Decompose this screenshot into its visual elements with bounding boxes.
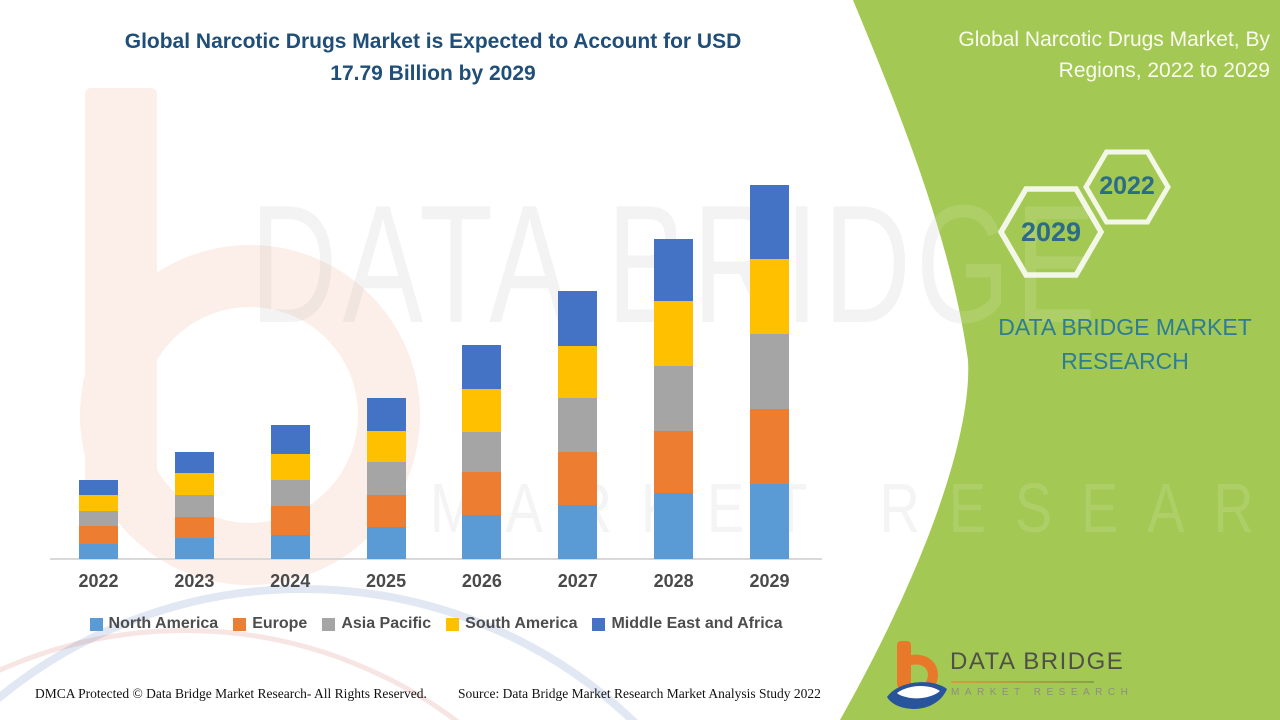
x-axis-label: 2027 <box>557 571 598 591</box>
chart-title: Global Narcotic Drugs Market is Expected… <box>30 26 836 90</box>
bar-segment <box>558 397 598 453</box>
x-axis-label: 2025 <box>366 571 407 591</box>
x-axis-label: 2024 <box>270 571 311 591</box>
hexagon-2022-outline <box>1083 149 1171 225</box>
bar-segment <box>654 300 694 366</box>
legend-item: South America <box>446 615 577 633</box>
bar-segment <box>462 432 502 473</box>
bar-segment <box>749 184 789 260</box>
legend-label: South America <box>465 615 578 632</box>
bar-segment <box>654 239 694 301</box>
legend-swatch <box>233 617 247 631</box>
bar-segment <box>749 259 789 334</box>
bar-segment <box>79 525 118 545</box>
panel-brand-line2: RESEARCH <box>1061 348 1189 374</box>
bar-segment <box>749 409 789 485</box>
logo-swoosh-cutout <box>897 685 940 699</box>
x-axis-label: 2026 <box>461 571 502 591</box>
bar-segment <box>79 510 118 526</box>
logo-subtext: MARKET RESEARCH <box>951 687 1134 698</box>
bar-segment <box>366 430 406 463</box>
bar-segment <box>174 538 214 559</box>
legend-item: Asia Pacific <box>322 615 431 633</box>
legend-item: Europe <box>233 615 307 633</box>
hexagon-year-2022: 2022 <box>1099 172 1155 200</box>
bar-segment <box>558 452 598 505</box>
legend-item: Middle East and Africa <box>592 615 782 633</box>
bar-segment <box>558 291 598 346</box>
bar-segment <box>462 345 502 390</box>
bar-segment <box>749 484 789 559</box>
bar-segment <box>749 333 789 410</box>
bar-segment <box>174 452 214 474</box>
bar-segment <box>366 527 406 559</box>
hexagon-year-2029: 2029 <box>1020 217 1082 247</box>
legend-label: Asia Pacific <box>341 615 432 632</box>
legend-swatch <box>592 617 606 631</box>
bar-segment <box>270 505 310 535</box>
bar-segment <box>270 479 310 506</box>
logo-wordmark: DATA BRIDGE <box>950 648 1125 675</box>
legend-swatch <box>89 617 103 631</box>
bar-segment <box>366 494 406 528</box>
panel-brand-line1: DATA BRIDGE MARKET <box>998 314 1252 340</box>
bar-segment <box>462 389 502 433</box>
footer-source-text: Source: Data Bridge Market Research Mark… <box>458 686 821 701</box>
bar-segment <box>558 345 598 398</box>
footer-dmca-text: DMCA Protected © Data Bridge Market Rese… <box>35 686 427 701</box>
x-axis-line <box>50 558 822 560</box>
chart-legend: North America Europe Asia Pacific South Ame… <box>45 615 827 633</box>
bar-segment <box>654 431 694 493</box>
logo-b-stem <box>897 641 911 688</box>
bar-segment <box>79 494 118 511</box>
bar-segment <box>558 504 598 559</box>
bar-segment <box>79 479 118 495</box>
bar-segment <box>270 425 310 454</box>
legend-label: Middle East and Africa <box>611 615 783 632</box>
databridge-logo-icon <box>887 641 947 709</box>
logo-b-bowl <box>906 654 938 690</box>
bar-segment <box>270 453 310 480</box>
panel-title-line1: Global Narcotic Drugs Market, By <box>958 28 1270 51</box>
legend-label: North America <box>108 615 219 632</box>
panel-title-line2: Regions, 2022 to 2029 <box>1058 59 1270 82</box>
bar-segment <box>270 535 310 559</box>
bar-segment <box>654 492 694 559</box>
bar-segment <box>654 365 694 432</box>
bar-segment <box>174 516 214 539</box>
legend-swatch <box>322 617 336 631</box>
bar-segment <box>174 495 214 517</box>
x-axis-label: 2029 <box>749 571 790 591</box>
x-axis-label: 2028 <box>653 571 694 591</box>
x-axis-label: 2022 <box>78 571 119 591</box>
panel-title: Global Narcotic Drugs Market, By Regions… <box>890 24 1270 86</box>
bar-segment <box>462 515 502 559</box>
x-axis-label: 2023 <box>174 571 215 591</box>
legend-item: North America <box>89 615 219 633</box>
bar-segment <box>366 398 406 431</box>
chart-title-line2: 17.79 Billion by 2029 <box>330 62 536 85</box>
logo-underline <box>951 681 1094 683</box>
bar-segment <box>366 462 406 495</box>
bar-segment <box>79 544 118 559</box>
legend-swatch <box>446 617 460 631</box>
bar-segment <box>462 472 502 515</box>
green-panel-shape <box>840 0 1280 720</box>
legend-label: Europe <box>252 615 308 632</box>
hexagon-2029-outline <box>997 186 1105 278</box>
bar-segment <box>174 473 214 495</box>
panel-brand-text: DATA BRIDGE MARKET RESEARCH <box>955 310 1280 378</box>
chart-title-line1: Global Narcotic Drugs Market is Expected… <box>124 30 742 53</box>
